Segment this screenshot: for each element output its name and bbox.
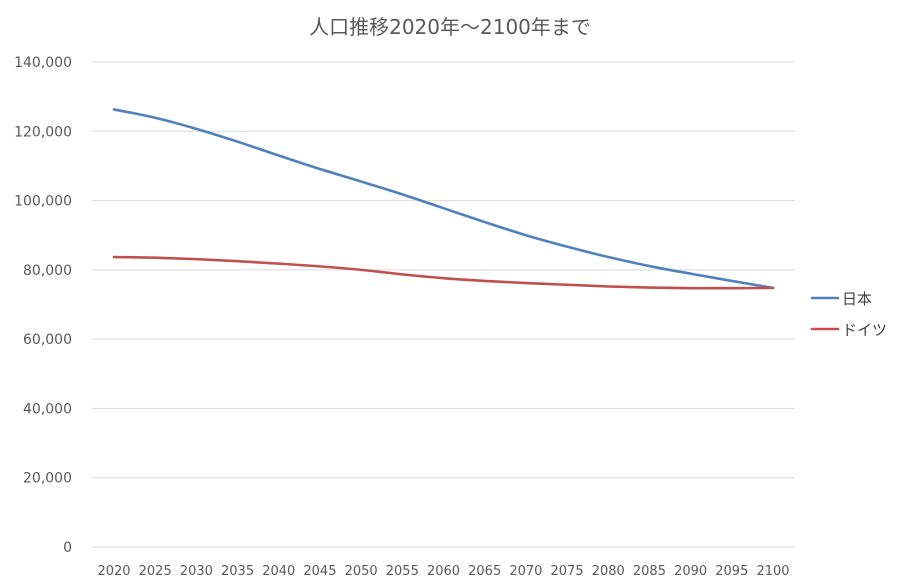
legend-label-1: ドイツ	[842, 321, 887, 339]
x-tick-label: 2040	[262, 564, 295, 579]
x-tick-label: 2085	[633, 564, 666, 579]
series-line-1	[112, 255, 775, 290]
y-tick-label: 100,000	[14, 194, 72, 210]
y-tick-label: 40,000	[23, 401, 72, 417]
x-tick-label: 2090	[674, 564, 707, 579]
legend-label-0: 日本	[842, 290, 872, 308]
chart-title: 人口推移2020年〜2100年まで	[309, 15, 591, 39]
series-lines	[112, 108, 775, 290]
x-tick-label: 2045	[303, 564, 336, 579]
y-tick-label: 0	[63, 540, 72, 556]
x-tick-label: 2100	[756, 564, 789, 579]
series-line-0	[112, 108, 775, 290]
y-tick-label: 120,000	[14, 124, 72, 140]
x-tick-label: 2030	[180, 564, 213, 579]
x-tick-label: 2025	[139, 564, 172, 579]
x-tick-label: 2060	[427, 564, 460, 579]
x-tick-label: 2070	[509, 564, 542, 579]
x-tick-label: 2020	[97, 564, 130, 579]
y-tick-label: 60,000	[23, 332, 72, 348]
y-tick-label: 140,000	[14, 55, 72, 71]
x-tick-label: 2055	[386, 564, 419, 579]
x-axis-tick-labels: 2020 2025 2030 2035 2040 2045 2050 2055 2060 2065…	[97, 564, 789, 579]
x-tick-label: 2080	[592, 564, 625, 579]
gridlines	[92, 61, 795, 548]
x-tick-label: 2035	[221, 564, 254, 579]
y-tick-label: 80,000	[23, 263, 72, 279]
x-tick-label: 2050	[345, 564, 378, 579]
y-tick-label: 20,000	[23, 471, 72, 487]
x-tick-label: 2095	[715, 564, 748, 579]
x-tick-label: 2075	[551, 564, 584, 579]
x-tick-label: 2065	[468, 564, 501, 579]
y-axis-tick-labels: 0 20,000 40,000 60,000 80,000 100,000 120,000 1…	[14, 55, 72, 556]
